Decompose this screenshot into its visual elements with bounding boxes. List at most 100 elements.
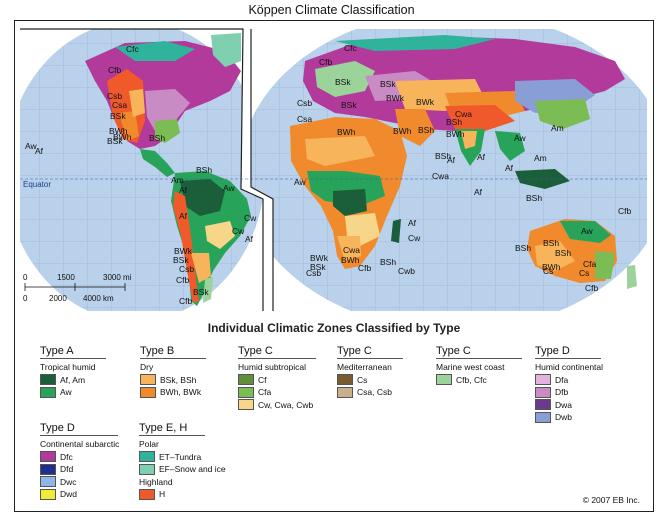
climate-label: BWk bbox=[416, 97, 435, 107]
legend-swatch bbox=[40, 463, 56, 475]
legend-swatch bbox=[436, 374, 452, 385]
climate-label: Am bbox=[171, 175, 184, 185]
legend-item: Cfa bbox=[238, 386, 316, 398]
copyright: © 2007 EB Inc. bbox=[582, 495, 640, 505]
legend-group: Type B Dry BSk, BSh BWh, BWk bbox=[140, 345, 206, 399]
legend-swatch bbox=[238, 399, 254, 410]
climate-label: BSk bbox=[193, 287, 209, 297]
climate-label: Af bbox=[35, 146, 44, 156]
legend-item-label: Dwc bbox=[60, 476, 77, 487]
climate-label: Aw bbox=[294, 177, 307, 187]
legend-swatch bbox=[40, 386, 56, 398]
scale-mi-1: 1500 bbox=[57, 273, 75, 282]
climate-label: BWh bbox=[393, 126, 412, 136]
scale-km-1: 2000 bbox=[49, 294, 67, 303]
climate-label: BWh bbox=[542, 262, 561, 272]
legend-item-label: Af, Am bbox=[60, 374, 86, 385]
legend-item: EF–Snow and ice bbox=[139, 463, 226, 475]
climate-label: Cw bbox=[408, 233, 421, 243]
climate-label: Csb bbox=[107, 91, 122, 101]
climate-label: Af bbox=[477, 152, 486, 162]
legend-item-label: Cf bbox=[258, 374, 267, 385]
scale-mi-0: 0 bbox=[23, 273, 28, 282]
legend-swatch bbox=[139, 451, 155, 462]
legend-group: Type C Marine west coast Cfb, Cfc bbox=[436, 345, 522, 387]
legend-item-label: Csa, Csb bbox=[357, 387, 392, 397]
legend-swatch bbox=[535, 399, 551, 410]
legend-item: Dwc bbox=[40, 476, 119, 487]
climate-label: Aw bbox=[223, 183, 236, 193]
climate-label: BWh bbox=[337, 127, 356, 137]
climate-label: Cfb bbox=[585, 283, 599, 293]
climate-label: BWh bbox=[341, 255, 360, 265]
legend-item: BSk, BSh bbox=[140, 374, 206, 385]
climate-label: Cfb bbox=[108, 65, 122, 75]
legend-swatch bbox=[40, 476, 56, 487]
climate-label: BWh bbox=[113, 132, 132, 142]
climate-label: Csb bbox=[297, 98, 312, 108]
climate-label: Cfc bbox=[344, 43, 358, 53]
legend-type-heading: Type C bbox=[238, 345, 316, 359]
climate-label: Csa bbox=[297, 114, 312, 124]
climate-label: Cwa bbox=[343, 245, 360, 255]
legend-item: Dfc bbox=[40, 451, 119, 462]
legend-group: Type E, H Polar ET–Tundra EF–Snow and ice Hi… bbox=[139, 422, 226, 501]
legend-subheading: Humid subtropical bbox=[238, 362, 307, 372]
climate-label: BSk bbox=[335, 77, 351, 87]
climate-label: Af bbox=[179, 185, 188, 195]
legend-swatch bbox=[535, 386, 551, 398]
climate-label: Csb bbox=[179, 264, 194, 274]
legend-item-label: BSk, BSh bbox=[160, 374, 197, 385]
legend-subheading: Tropical humid bbox=[40, 362, 96, 372]
climate-label: Am bbox=[534, 153, 547, 163]
climate-label: BWh bbox=[446, 129, 465, 139]
legend-item-label: H bbox=[159, 489, 166, 499]
legend-item-label: Cfb, Cfc bbox=[456, 374, 487, 385]
legend-item: Dfd bbox=[40, 463, 119, 475]
americas-lobe bbox=[20, 29, 263, 311]
legend-item-label: Dwd bbox=[60, 489, 78, 499]
climate-label: Af bbox=[505, 163, 514, 173]
climate-label: Af bbox=[408, 218, 417, 228]
climate-label: Af bbox=[245, 234, 254, 244]
climate-label: Aw bbox=[25, 141, 38, 151]
climate-label: Cs bbox=[543, 266, 553, 276]
legend-group: Type D Continental subarctic Dfc Dfd Dwc Dwd bbox=[40, 422, 119, 501]
legend-group: Type C Humid subtropical Cf Cfa Cw, Cwa, Cwb bbox=[238, 345, 316, 412]
legend-item-label: Cs bbox=[357, 374, 368, 385]
climate-label: Af bbox=[447, 155, 456, 165]
legend-item: Cf bbox=[238, 374, 316, 385]
climate-label: Cs bbox=[579, 268, 589, 278]
legend-type-heading: Type E, H bbox=[139, 422, 205, 436]
legend-subheading: Marine west coast bbox=[436, 362, 505, 372]
legend-type-heading: Type B bbox=[140, 345, 206, 359]
climate-label: Cwb bbox=[398, 266, 415, 276]
legend-swatch bbox=[238, 374, 254, 385]
climate-label: Cfc bbox=[126, 44, 140, 54]
legend-group: Type A Tropical humid Af, Am Aw bbox=[40, 345, 106, 399]
climate-label: Af bbox=[179, 211, 188, 221]
scale-bar: 0 1500 3000 mi 0 2000 4000 km bbox=[23, 273, 132, 303]
legend-swatch bbox=[139, 488, 155, 500]
climate-label: Cfb bbox=[319, 57, 333, 67]
climate-label: BSh bbox=[543, 238, 559, 248]
climate-label: BSh bbox=[555, 248, 571, 258]
legend-swatch bbox=[40, 374, 56, 385]
legend-item: Dwd bbox=[40, 488, 119, 500]
legend-title: Individual Climatic Zones Classified by … bbox=[207, 321, 461, 335]
climate-label: Cwa bbox=[432, 171, 449, 181]
legend-item: Cw, Cwa, Cwb bbox=[238, 399, 316, 410]
climate-label: BSk bbox=[380, 79, 396, 89]
legend-swatch bbox=[337, 386, 353, 398]
climate-label: BSh bbox=[196, 165, 212, 175]
legend-swatch bbox=[40, 451, 56, 462]
climate-label: Cw bbox=[232, 226, 245, 236]
climate-label: Aw bbox=[581, 226, 594, 236]
climate-label: Aw bbox=[514, 133, 527, 143]
legend-type-heading: Type D bbox=[40, 422, 118, 436]
legend-item-label: Cfa bbox=[258, 387, 272, 397]
legend-subheading: Continental subarctic bbox=[40, 439, 120, 449]
legend-swatch bbox=[535, 411, 551, 423]
legend-subheading: Humid continental bbox=[535, 362, 604, 372]
